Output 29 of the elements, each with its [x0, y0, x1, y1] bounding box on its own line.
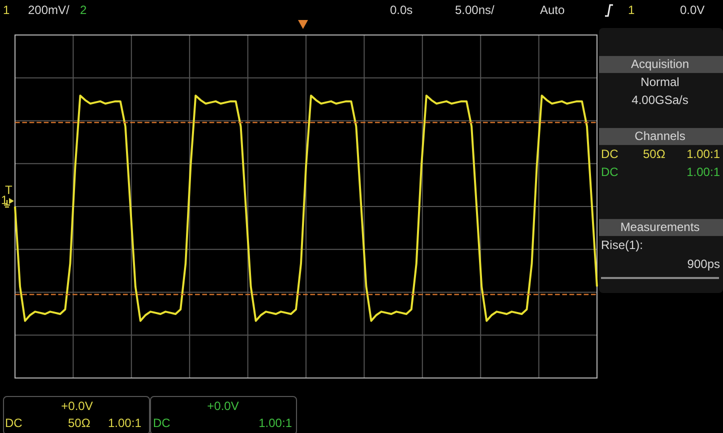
- text: 1.00:1: [686, 147, 720, 162]
- text: 1.00:1: [108, 416, 142, 431]
- text: +0.0V: [61, 399, 93, 414]
- text: 1: [3, 3, 10, 18]
- text: 50Ω: [68, 416, 90, 431]
- text: Acquisition: [630, 57, 690, 72]
- text: 0.0s: [390, 3, 413, 18]
- text: 1.00:1: [686, 165, 720, 180]
- text: 5.00ns/: [455, 3, 494, 18]
- text: T: [5, 183, 12, 197]
- text: DC: [5, 416, 22, 431]
- text: 1: [1, 193, 8, 208]
- text: DC: [601, 165, 618, 180]
- text: 900ps: [687, 257, 720, 272]
- text: 50Ω: [643, 147, 666, 162]
- text: Measurements: [620, 220, 700, 235]
- text: Rise(1):: [601, 238, 644, 253]
- text: 200mV/: [28, 3, 70, 18]
- text: 1: [628, 3, 635, 18]
- text: 2: [80, 3, 87, 18]
- text: 1.00:1: [258, 416, 292, 431]
- text: Channels: [634, 129, 686, 144]
- text: Auto: [540, 3, 565, 18]
- text: DC: [601, 147, 618, 162]
- text: Normal: [640, 75, 680, 90]
- text: 0.0V: [680, 3, 705, 18]
- text: +0.0V: [207, 399, 239, 414]
- text: 4.00GSa/s: [632, 93, 688, 108]
- text: DC: [153, 416, 170, 431]
